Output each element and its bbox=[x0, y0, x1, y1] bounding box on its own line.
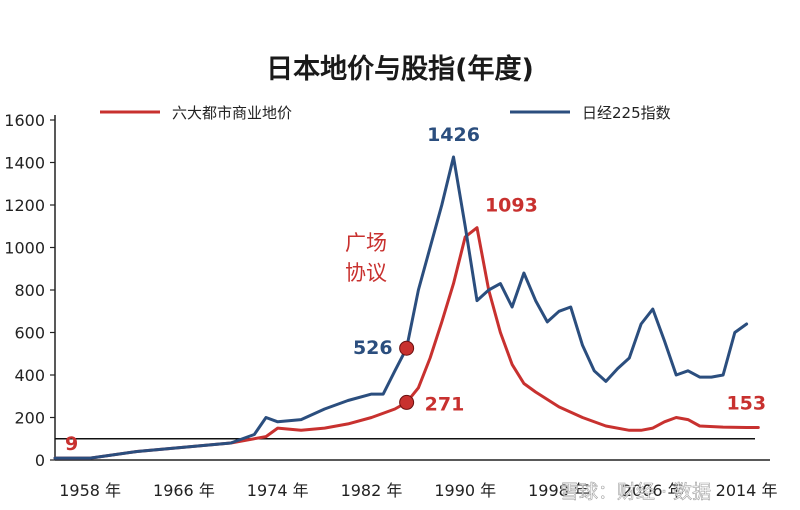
plaza-accord-line2: 协议 bbox=[345, 261, 387, 285]
plaza-accord-marker bbox=[399, 340, 415, 356]
data-label: 271 bbox=[425, 393, 465, 415]
chart-title: 日本地价与股指(年度) bbox=[266, 53, 534, 85]
series-line-land-price bbox=[53, 226, 760, 460]
x-tick-label: 2014 年 bbox=[716, 481, 778, 500]
x-tick-label: 1966 年 bbox=[153, 481, 215, 500]
data-label: 1426 bbox=[427, 124, 480, 146]
plaza-accord-line1: 广场 bbox=[345, 231, 387, 255]
x-tick-label: 1974 年 bbox=[247, 481, 309, 500]
x-tick-label: 2006 年 bbox=[622, 481, 684, 500]
data-label: 1093 bbox=[485, 195, 538, 217]
x-tick-label: 1958 年 bbox=[59, 481, 121, 500]
y-axis: 0 200 400 600 800 1000 1200 1400 1600 bbox=[4, 111, 56, 470]
y-tick-label: 400 bbox=[14, 366, 45, 385]
plaza-accord-marker bbox=[399, 394, 415, 410]
y-tick-label: 1600 bbox=[4, 111, 45, 130]
y-tick-label: 0 bbox=[35, 451, 45, 470]
y-tick-label: 1400 bbox=[4, 154, 45, 173]
legend: 六大都市商业地价 日经225指数 bbox=[100, 104, 671, 122]
watermark-text: 雪球：财经 · 数据 bbox=[560, 481, 711, 503]
x-axis: 1958 年 1966 年 1974 年 1982 年 1990 年 1998 年 2006… bbox=[55, 459, 778, 500]
x-tick-label: 1998 年 bbox=[528, 481, 590, 500]
legend-label-nikkei: 日经225指数 bbox=[582, 104, 671, 122]
series-lines bbox=[53, 155, 760, 460]
y-tick-label: 1200 bbox=[4, 196, 45, 215]
y-tick-label: 800 bbox=[14, 281, 45, 300]
x-tick-label: 1982 年 bbox=[341, 481, 403, 500]
annotations: 1426 1093 526 271 9 153 bbox=[65, 124, 766, 455]
y-tick-label: 1000 bbox=[4, 239, 45, 258]
legend-label-land: 六大都市商业地价 bbox=[172, 104, 292, 122]
data-label: 9 bbox=[65, 433, 78, 455]
data-label: 153 bbox=[726, 392, 766, 414]
x-tick-label: 1990 年 bbox=[434, 481, 496, 500]
series-line-nikkei bbox=[53, 155, 749, 460]
data-label: 526 bbox=[353, 337, 393, 359]
y-tick-label: 600 bbox=[14, 324, 45, 343]
y-tick-label: 200 bbox=[14, 409, 45, 428]
